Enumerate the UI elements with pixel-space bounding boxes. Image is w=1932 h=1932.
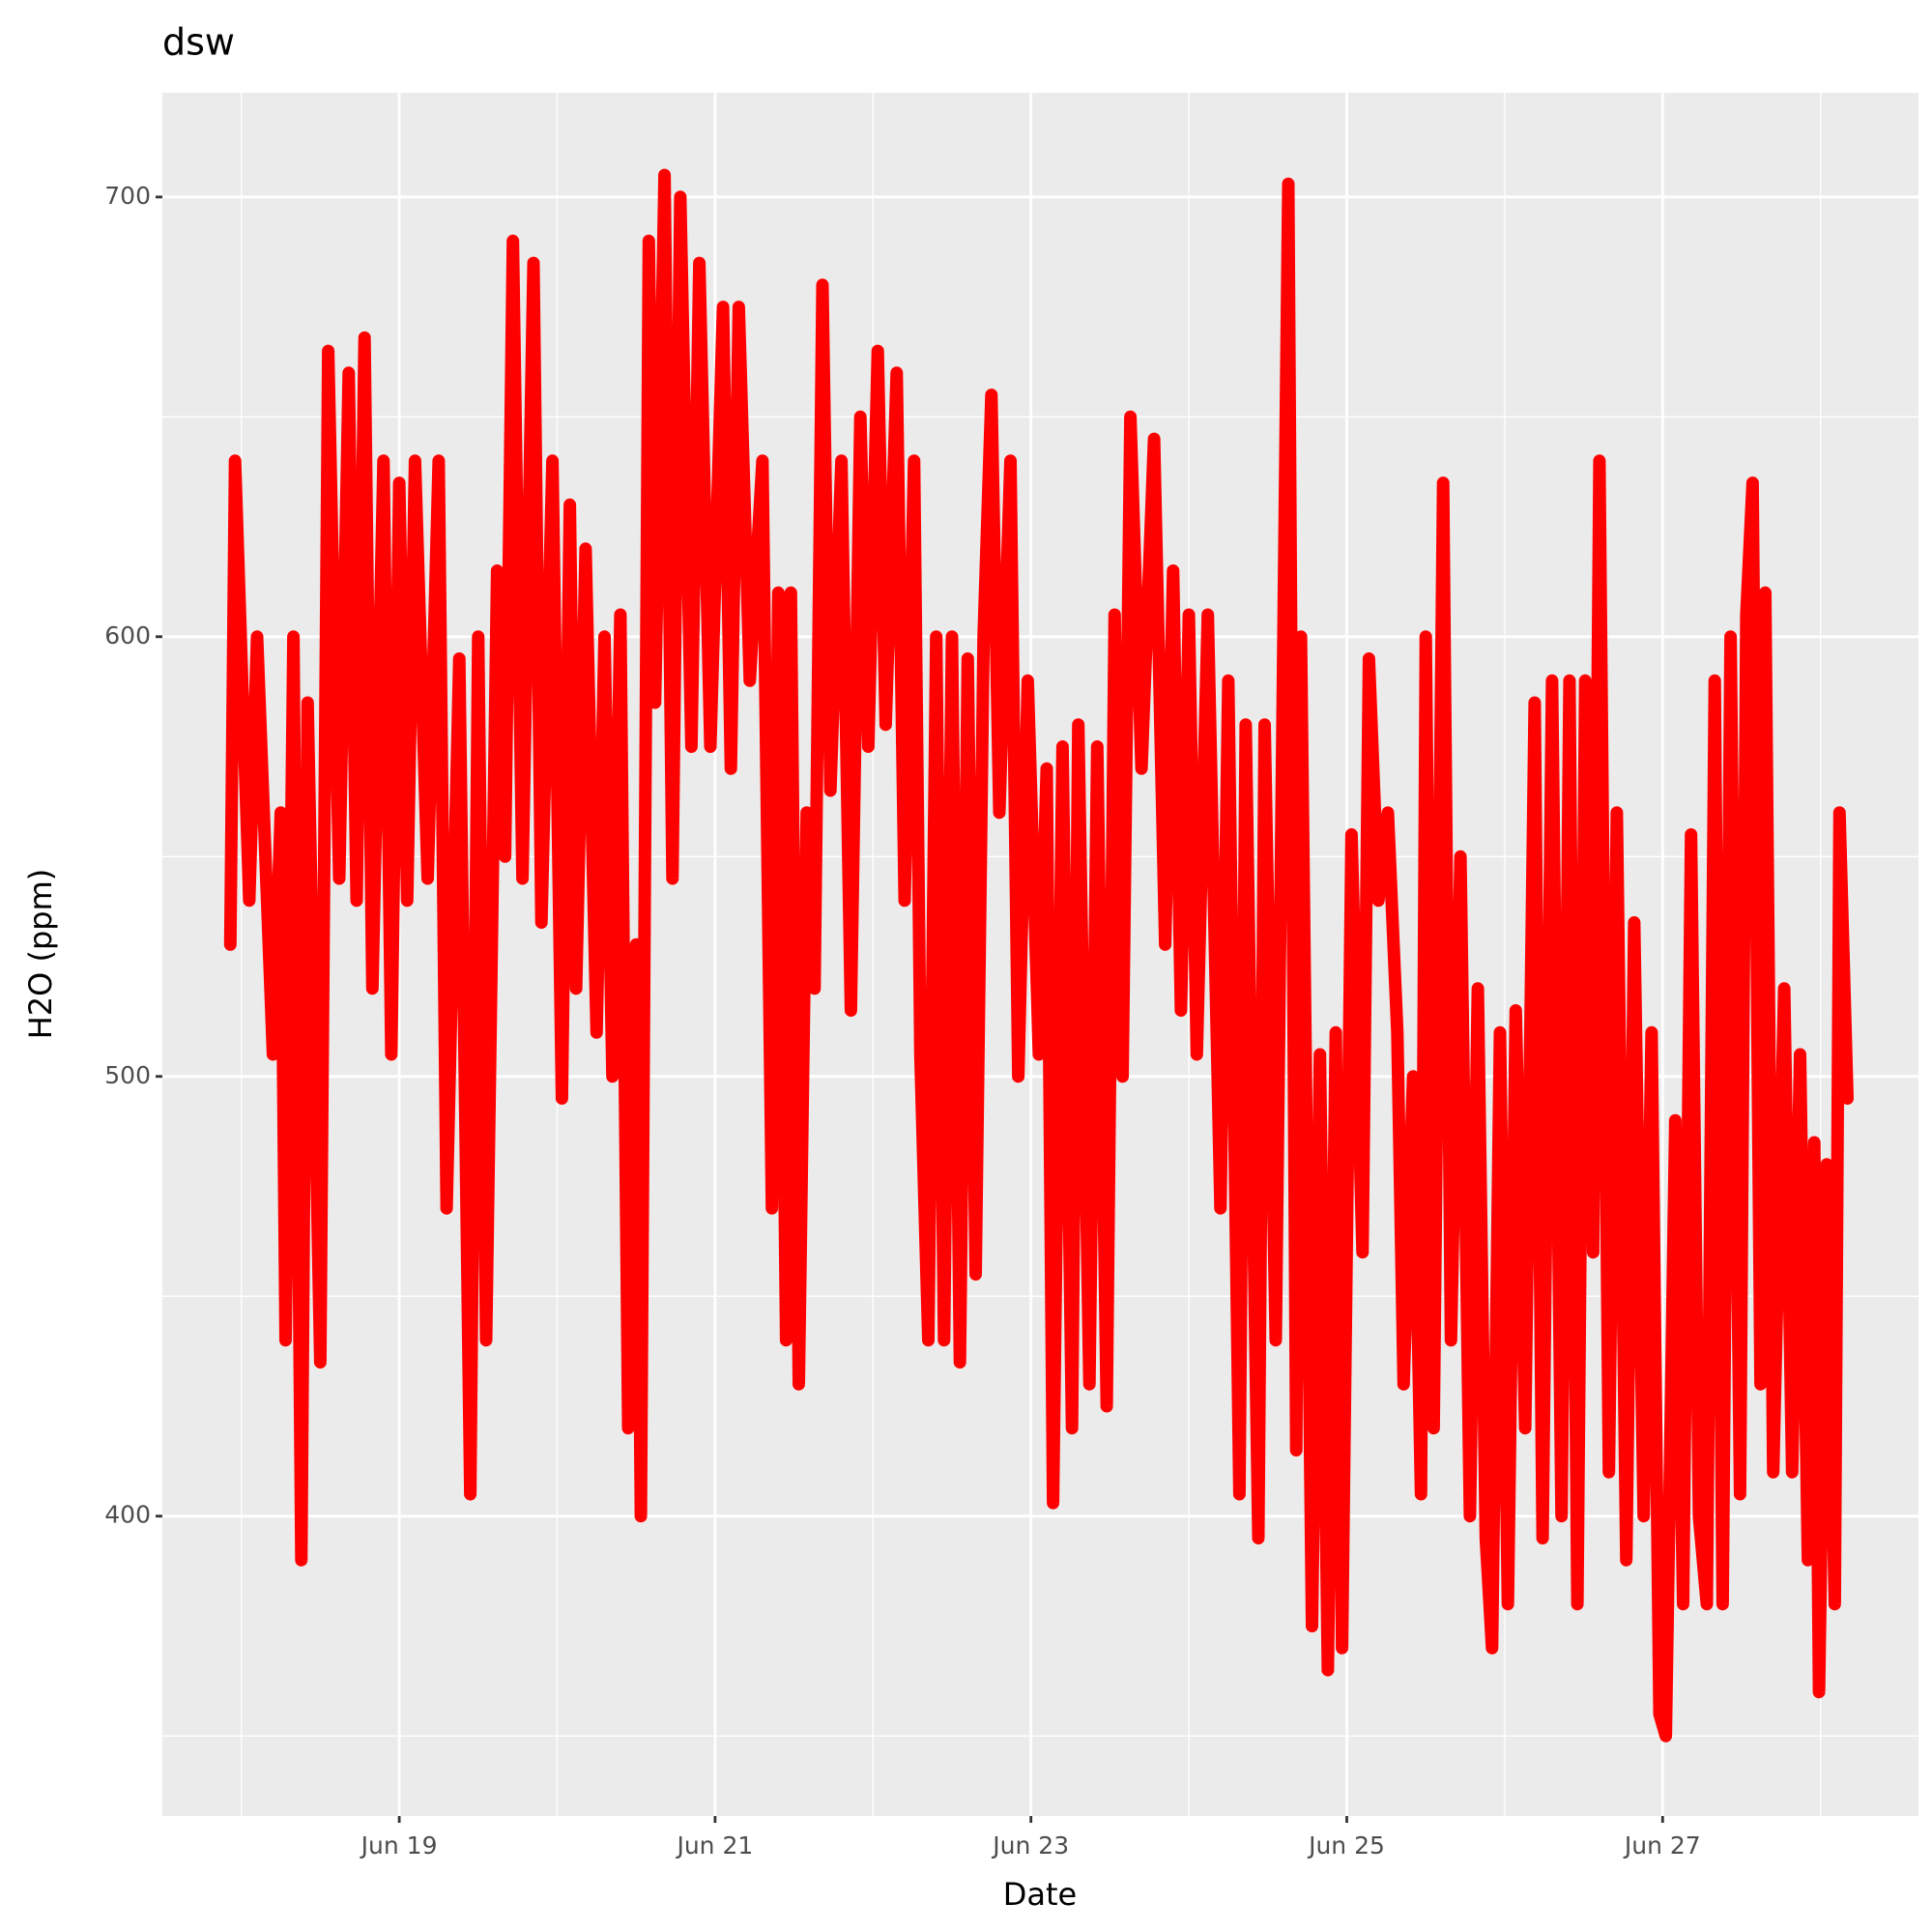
x-tick-label: Jun 21	[675, 1831, 753, 1860]
chart-title: dsw	[162, 21, 235, 64]
y-tick-label: 700	[104, 182, 151, 210]
y-axis-title: H2O (ppm)	[22, 869, 59, 1040]
y-tick-label: 400	[104, 1501, 151, 1529]
y-tick-label: 500	[104, 1061, 151, 1089]
data-line	[223, 168, 1854, 1743]
x-tick-label: Jun 27	[1623, 1831, 1701, 1860]
y-tick-label: 600	[104, 621, 151, 649]
x-tick-label: Jun 25	[1307, 1831, 1385, 1860]
x-axis-title: Date	[1003, 1876, 1077, 1913]
x-tick-label: Jun 19	[360, 1831, 438, 1860]
x-tick-label: Jun 23	[991, 1831, 1069, 1860]
